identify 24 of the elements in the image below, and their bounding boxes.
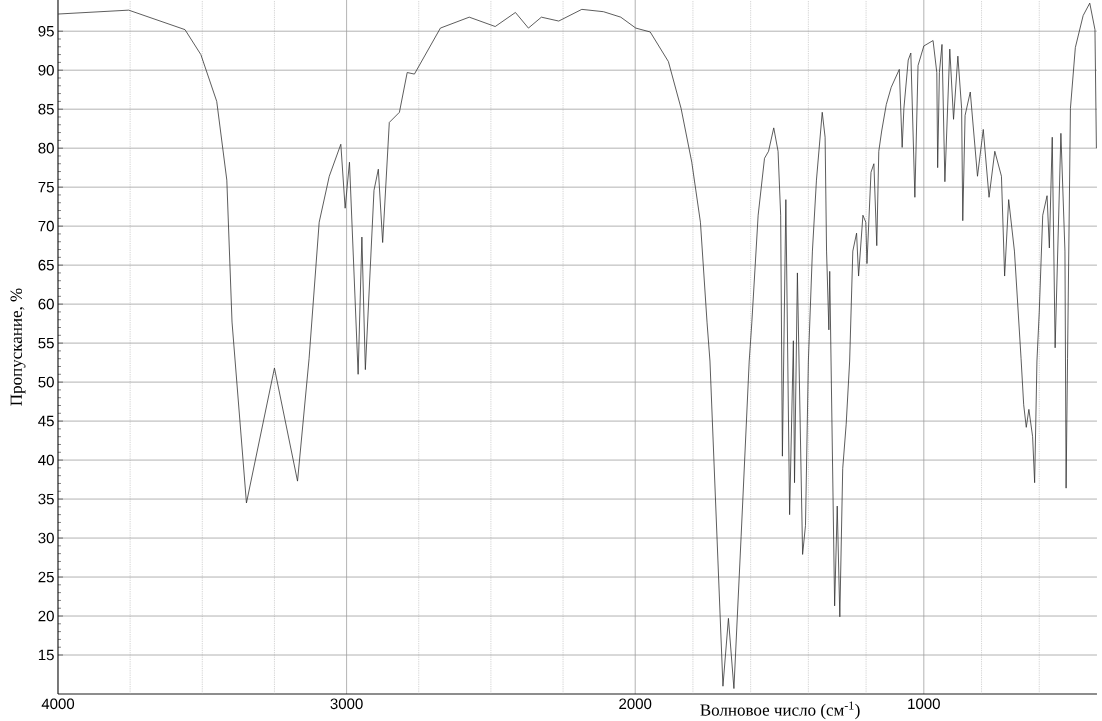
x-tick-label: 3000: [330, 698, 363, 710]
y-tick-label: 35: [38, 493, 54, 505]
y-tick-label: 70: [38, 220, 54, 232]
y-tick-label: 15: [38, 649, 54, 661]
y-tick-label: 40: [38, 454, 54, 466]
y-tick-label: 75: [38, 181, 54, 193]
y-tick-label: 30: [38, 532, 54, 544]
y-tick-label: 25: [38, 571, 54, 583]
x-tick-label: 1000: [908, 698, 940, 710]
y-tick-label: 55: [38, 337, 54, 349]
x-tick-label: 2000: [619, 698, 652, 710]
x-tick-label: 4000: [41, 698, 75, 710]
y-tick-label: 85: [38, 103, 54, 115]
y-tick-label: 90: [38, 64, 54, 76]
y-tick-label: 80: [38, 142, 54, 154]
line-series: [57, 2, 1097, 689]
y-tick-label: 50: [38, 376, 54, 388]
y-tick-label: 60: [38, 298, 54, 310]
y-tick-label: 95: [38, 25, 54, 37]
y-tick-label: 65: [38, 259, 54, 271]
y-tick-label: 20: [38, 610, 54, 622]
y-axis-title: Пропускание, %: [10, 288, 26, 406]
y-tick-label: 45: [38, 415, 54, 427]
x-axis-title: Волновое число (см$^{-1}$): [700, 701, 860, 720]
